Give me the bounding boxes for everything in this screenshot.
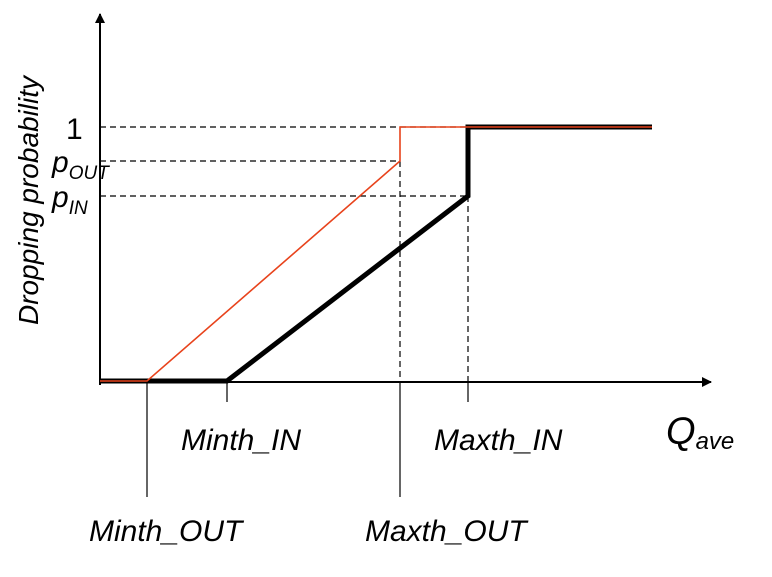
y-tick-one: 1 [66, 113, 83, 146]
out-curve-red [100, 126, 652, 382]
threshold-tick-lines [146, 382, 469, 497]
y-tick-p-in: pIN [51, 181, 88, 219]
in-curve-black [100, 124, 652, 384]
x-axis-label: Qave [666, 411, 734, 455]
y-axis-label: Dropping probability [13, 74, 44, 325]
x-tick-maxth-out: Maxth_OUT [365, 515, 529, 548]
x-tick-maxth-in: Maxth_IN [434, 424, 563, 457]
x-tick-minth-in: Minth_IN [181, 424, 301, 457]
x-tick-minth-out: Minth_OUT [89, 515, 245, 548]
dashed-guide-lines [100, 126, 652, 382]
y-tick-p-out: pOUT [51, 146, 110, 184]
